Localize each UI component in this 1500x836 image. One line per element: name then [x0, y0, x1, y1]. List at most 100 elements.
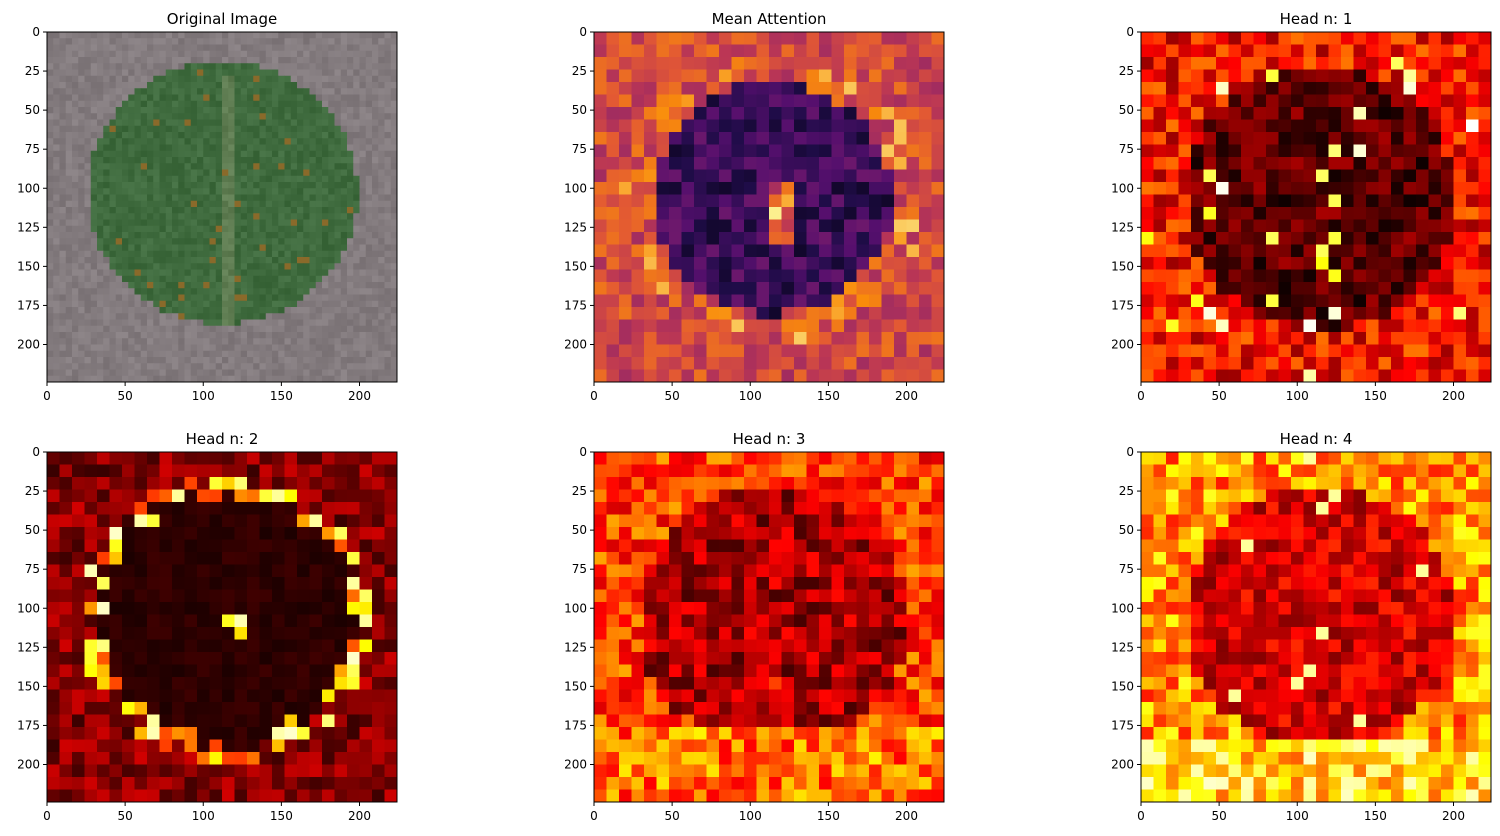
heatmap-cell	[769, 319, 782, 333]
heatmap-cell	[347, 514, 360, 528]
photo-pixel	[247, 132, 254, 139]
photo-pixel	[197, 94, 204, 102]
heatmap-cell	[794, 182, 807, 195]
photo-pixel	[153, 150, 160, 158]
heatmap-cell	[384, 514, 398, 528]
photo-pixel	[103, 294, 110, 302]
photo-pixel	[97, 288, 104, 295]
photo-pixel	[109, 369, 117, 377]
photo-pixel	[265, 32, 273, 39]
heatmap-cell	[619, 44, 632, 58]
photo-pixel	[384, 250, 392, 258]
photo-pixel	[128, 269, 135, 277]
heatmap-cell	[706, 232, 720, 245]
photo-pixel	[47, 163, 54, 170]
heatmap-cell	[1228, 357, 1242, 370]
heatmap-cell	[756, 82, 770, 95]
photo-pixel	[284, 119, 292, 127]
heatmap-cell	[719, 44, 732, 58]
heatmap-cell	[1291, 319, 1304, 333]
photo-pixel	[140, 225, 148, 233]
photo-pixel	[109, 63, 117, 70]
heatmap-cell	[794, 157, 807, 170]
heatmap-cell	[744, 257, 757, 270]
photo-pixel	[103, 225, 110, 233]
photo-pixel	[59, 257, 67, 264]
heatmap-cell	[769, 357, 782, 370]
heatmap-cell	[631, 294, 645, 308]
photo-pixel	[353, 207, 360, 214]
photo-pixel	[353, 32, 360, 39]
photo-pixel	[359, 288, 367, 295]
photo-pixel	[215, 88, 223, 95]
photo-pixel	[84, 175, 92, 183]
photo-pixel	[165, 107, 173, 114]
photo-pixel	[122, 63, 129, 70]
heatmap-cell	[1366, 257, 1379, 270]
photo-pixel	[72, 194, 79, 202]
heatmap-cell	[656, 57, 670, 70]
photo-pixel	[159, 344, 167, 352]
y-tick-label: 125	[17, 220, 40, 234]
photo-pixel	[303, 319, 310, 327]
photo-pixel	[65, 119, 73, 127]
photo-pixel	[253, 288, 260, 295]
photo-pixel	[322, 144, 329, 152]
photo-pixel	[365, 194, 373, 202]
heatmap-cell	[1341, 144, 1354, 158]
photo-pixel	[53, 244, 60, 252]
photo-pixel	[290, 338, 298, 345]
photo-pixel	[234, 269, 242, 277]
photo-pixel	[359, 325, 367, 333]
heatmap-cell	[1328, 319, 1342, 333]
heatmap-cell	[134, 489, 148, 503]
heatmap-cell	[819, 219, 832, 233]
photo-pixel	[59, 44, 67, 52]
photo-pixel	[203, 125, 210, 133]
heatmap-cell	[606, 307, 620, 320]
photo-pixel	[309, 38, 317, 45]
photo-pixel	[359, 225, 367, 233]
photo-pixel	[140, 119, 148, 127]
photo-pixel	[215, 194, 223, 202]
photo-pixel	[165, 150, 173, 158]
heatmap-cell	[631, 132, 645, 145]
photo-pixel	[247, 194, 254, 202]
photo-pixel	[47, 269, 54, 277]
photo-pixel	[284, 63, 292, 70]
heatmap-cell	[931, 94, 945, 108]
heatmap-cell	[594, 107, 607, 120]
photo-pixel	[103, 300, 110, 308]
photo-pixel	[347, 319, 354, 327]
heatmap-cell	[1391, 182, 1404, 195]
photo-pixel	[172, 132, 179, 139]
photo-pixel	[365, 169, 373, 177]
photo-pixel	[65, 69, 73, 77]
heatmap-cell	[919, 357, 932, 370]
photo-pixel	[384, 144, 392, 152]
photo-pixel	[359, 100, 367, 108]
heatmap-cell	[844, 94, 857, 108]
heatmap-cell	[1366, 94, 1379, 108]
heatmap-cell	[1141, 282, 1154, 295]
heatmap-cell	[197, 514, 210, 528]
x-tick-label: 100	[1286, 389, 1309, 403]
heatmap-cell	[1378, 294, 1392, 308]
photo-pixel	[234, 257, 242, 264]
photo-pixel	[384, 69, 392, 77]
photo-pixel	[297, 225, 304, 233]
x-tick-label: 200	[348, 389, 371, 403]
photo-pixel	[215, 163, 223, 170]
heatmap-cell	[794, 144, 807, 158]
photo-pixel	[215, 150, 223, 158]
photo-pixel	[322, 163, 329, 170]
photo-pixel	[222, 294, 229, 302]
photo-pixel	[128, 175, 135, 183]
heatmap-cell	[1353, 119, 1367, 133]
heatmap-cell	[1191, 44, 1204, 58]
photo-pixel	[353, 82, 360, 89]
photo-pixel	[84, 344, 92, 352]
heatmap-cell	[1416, 357, 1429, 370]
photo-pixel	[203, 188, 210, 195]
heatmap-cell	[931, 294, 945, 308]
